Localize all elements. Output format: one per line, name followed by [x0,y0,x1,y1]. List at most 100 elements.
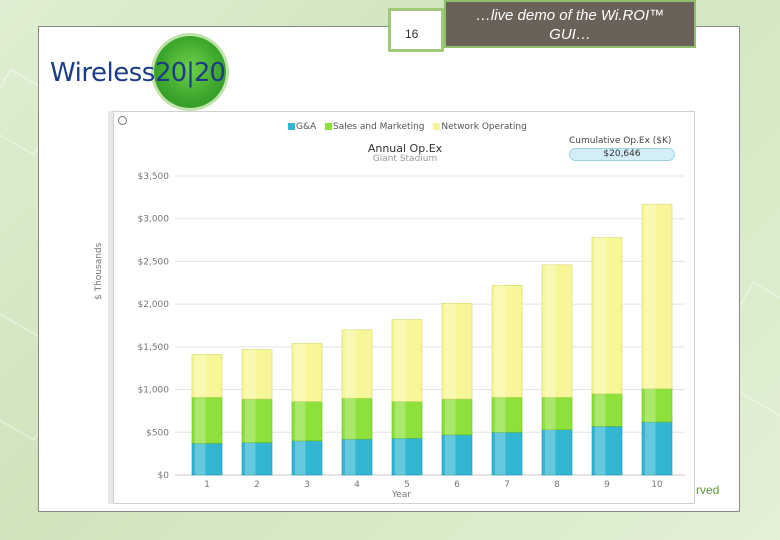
bar-highlight [645,204,656,389]
bar-segment [591,393,623,427]
bar-highlight [195,354,206,398]
bar-highlight [195,397,206,444]
bar-segment [591,237,623,395]
bar-segment [541,264,573,398]
bar-highlight [545,429,556,475]
bar-highlight [445,303,456,399]
bar-highlight [345,439,356,475]
bar-segment [641,421,673,476]
bar-highlight [595,237,606,394]
bar-highlight [545,397,556,430]
bar-highlight [295,440,306,475]
legend-item-network[interactable]: Network Operating [433,122,527,132]
x-axis-label: Year [392,490,412,500]
bar-segment [641,203,673,390]
company-logo: Wireless 20|20 [50,36,230,108]
y-tick-label: $2,000 [138,300,170,310]
bar-highlight [645,422,656,475]
bar-segment [491,285,523,398]
logo-number: 20|20 [155,58,226,88]
x-tick-label: 5 [404,480,410,490]
bar-highlight [495,432,506,475]
bar-highlight [345,398,356,440]
bar-segment [441,302,473,400]
x-tick-label: 8 [554,480,560,490]
legend-item-gna[interactable]: G&A [288,122,316,132]
cumulative-opex-value: $20,646 [569,148,675,161]
bar-highlight [195,443,206,475]
bar-segment [241,349,273,400]
bar-highlight [395,401,406,439]
legend-swatch-gna [288,123,295,130]
x-tick-label: 4 [354,480,360,490]
x-tick-label: 10 [651,480,663,490]
legend-label: Sales and Marketing [333,122,425,132]
bar-segment [541,429,573,476]
chart-title: Annual Op.Ex [367,142,443,155]
y-tick-label: $2,500 [138,257,170,267]
x-tick-label: 9 [604,480,610,490]
chart-legend: G&A Sales and Marketing Network Operatin… [288,122,533,132]
bar-segment [591,426,623,476]
bar-segment [241,398,273,443]
bar-segment [291,440,323,476]
y-tick-label: $3,500 [138,172,170,182]
bar-highlight [495,397,506,433]
bar-segment [441,434,473,476]
bar-segment [391,401,423,439]
settings-icon[interactable] [118,116,127,125]
bar-segment [341,329,373,399]
y-tick-label: $3,000 [138,215,170,225]
y-tick-label: $1,500 [138,343,170,353]
bar-segment [391,319,423,402]
bar-highlight [545,264,556,398]
cumulative-opex-label: Cumulative Op.Ex ($K) [569,136,672,146]
x-tick-label: 3 [304,480,310,490]
bar-highlight [595,393,606,427]
bar-segment [641,388,673,423]
bar-highlight [445,434,456,475]
bar-highlight [395,319,406,402]
legend-label: Network Operating [441,122,527,132]
y-axis-label: $ Thousands [94,242,104,300]
legend-swatch-sales [325,123,333,130]
bar-highlight [295,401,306,441]
y-tick-label: $0 [158,471,170,481]
bar-highlight [245,398,256,443]
bar-highlight [645,388,656,423]
bar-segment [291,343,323,402]
bar-segment [341,438,373,476]
footer-text: rved [696,483,720,497]
bar-segment [541,396,573,431]
y-tick-label: $500 [146,428,169,438]
x-tick-label: 7 [504,480,510,490]
slide-title-line1: …live demo of the Wi.ROI™ [475,7,665,24]
bar-segment [491,431,523,476]
slide-number: 16 [388,8,444,52]
bar-segment [191,443,223,476]
bar-segment [491,396,523,433]
x-tick-label: 2 [254,480,260,490]
legend-label: G&A [296,122,317,132]
chart-subtitle: Giant Stadium [372,154,438,164]
bar-segment [191,354,223,398]
legend-swatch-network [433,123,441,130]
bar-highlight [245,442,256,475]
slide-title: …live demo of the Wi.ROI™ GUI… [444,0,696,48]
chart-panel-edge [108,111,113,504]
x-tick-label: 1 [204,480,210,490]
bar-highlight [245,349,256,399]
bar-highlight [495,285,506,398]
bar-highlight [595,426,606,475]
bar-segment [241,442,273,476]
logo-word: Wireless [50,58,155,88]
bar-highlight [445,398,456,435]
bar-highlight [395,438,406,475]
logo-circle-icon [154,36,226,108]
y-tick-label: $1,000 [138,386,170,396]
legend-item-sales[interactable]: Sales and Marketing [325,122,425,132]
slide-title-line2: GUI… [549,26,591,43]
bar-highlight [345,329,356,399]
bar-segment [191,396,223,444]
